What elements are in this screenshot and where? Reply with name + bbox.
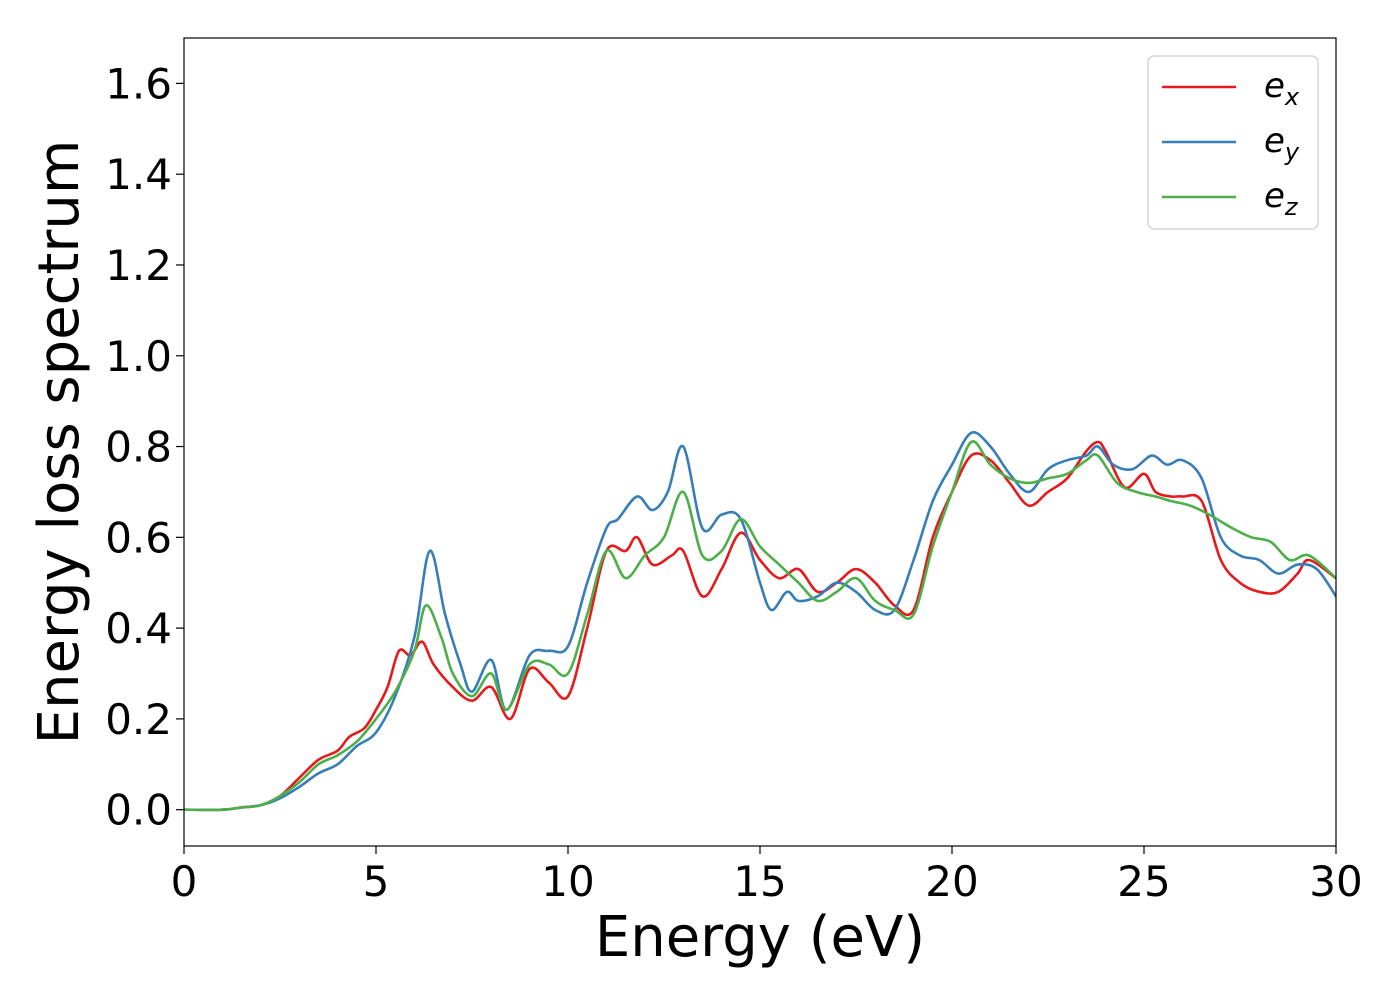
x-tick-label: 5 bbox=[363, 857, 390, 906]
legend-label-z: ez bbox=[1264, 176, 1299, 221]
legend-label-subscript: x bbox=[1284, 83, 1300, 111]
y-tick-label: 1.0 bbox=[105, 332, 172, 381]
y-tick-label: 0.4 bbox=[105, 604, 172, 653]
y-axis-ticks: 0.0 0.2 0.4 0.6 0.8 1.0 1.2 1.4 1.6 bbox=[105, 59, 184, 835]
legend-label-base: e bbox=[1264, 176, 1285, 216]
x-axis-label: Energy (eV) bbox=[595, 905, 925, 970]
x-tick-label: 10 bbox=[541, 857, 594, 906]
x-axis-ticks: 0 5 10 15 20 25 30 bbox=[171, 846, 1363, 906]
x-tick-label: 15 bbox=[733, 857, 786, 906]
y-tick-label: 0.6 bbox=[105, 513, 172, 562]
series-line-y bbox=[184, 431, 1336, 812]
legend-label-y: ey bbox=[1264, 121, 1300, 166]
y-tick-label: 0.8 bbox=[105, 423, 172, 472]
x-tick-label: 25 bbox=[1117, 857, 1170, 906]
x-tick-label: 30 bbox=[1309, 857, 1362, 906]
y-tick-label: 1.4 bbox=[105, 150, 172, 199]
series-layer bbox=[184, 431, 1336, 812]
series-line-z bbox=[184, 440, 1336, 812]
x-tick-label: 20 bbox=[925, 857, 978, 906]
y-axis-label: Energy loss spectrum bbox=[27, 140, 92, 745]
y-tick-label: 0.2 bbox=[105, 695, 172, 744]
legend-label-subscript: z bbox=[1284, 193, 1299, 221]
x-tick-label: 0 bbox=[171, 857, 198, 906]
legend-label-base: e bbox=[1264, 121, 1285, 161]
y-tick-label: 0.0 bbox=[105, 786, 172, 835]
legend-label-subscript: y bbox=[1284, 138, 1300, 166]
legend-label-base: e bbox=[1264, 66, 1285, 106]
y-tick-label: 1.2 bbox=[105, 241, 172, 290]
y-tick-label: 1.6 bbox=[105, 59, 172, 108]
legend-label-x: ex bbox=[1264, 66, 1300, 111]
